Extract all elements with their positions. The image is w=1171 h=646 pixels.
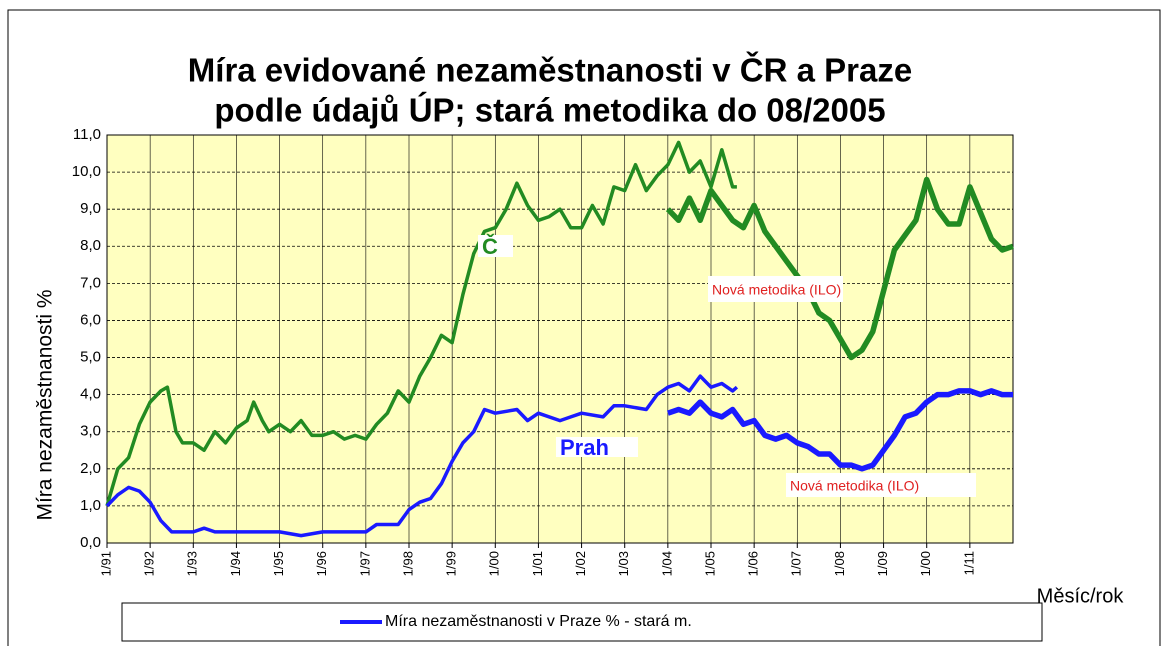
annotation-box — [478, 235, 513, 257]
chart-title: podle údajů ÚP; stará metodika do 08/200… — [214, 92, 885, 129]
y-tick-label: 2,0 — [80, 460, 101, 477]
series-line — [105, 140, 737, 507]
x-tick-label: 1/95 — [271, 551, 286, 576]
y-tick-label: 5,0 — [80, 349, 101, 366]
y-tick-label: 0,0 — [80, 534, 101, 551]
y-tick-label: 3,0 — [80, 423, 101, 440]
x-axis-label: Měsíc/rok — [1037, 585, 1125, 607]
annotation: Nová metodika (ILO) — [790, 478, 919, 494]
x-tick-label: 1/11 — [961, 551, 976, 575]
annotation-box — [708, 276, 843, 302]
y-tick-label: 1,0 — [80, 497, 101, 514]
y-tick-label: 7,0 — [80, 274, 101, 291]
x-tick-label: 1/94 — [228, 551, 243, 576]
y-tick-label: 10,0 — [72, 163, 101, 180]
x-tick-label: 1/91 — [98, 551, 113, 576]
x-tick-label: 1/00 — [487, 551, 502, 576]
y-axis-label: Míra nezaměstnanosti % — [34, 289, 57, 520]
y-tick-label: 9,0 — [80, 200, 101, 217]
y-tick-label: 6,0 — [80, 311, 101, 328]
series-line — [665, 176, 1014, 361]
x-tick-label: 1/09 — [875, 551, 890, 576]
y-tick-label: 8,0 — [80, 237, 101, 254]
series-line — [105, 374, 739, 538]
series-line — [667, 388, 1013, 472]
x-tick-label: 1/01 — [530, 551, 545, 576]
annotation: Nová metodika (ILO) — [712, 282, 841, 298]
x-tick-label: 1/96 — [314, 551, 329, 576]
x-tick-label: 1/03 — [616, 551, 631, 576]
x-tick-label: 1/08 — [832, 551, 847, 576]
legend-label: Míra nezaměstnanosti v Praze % - stará m… — [385, 613, 692, 630]
annotation: Č — [482, 234, 498, 259]
plot-border — [106, 134, 1014, 544]
frame — [7, 9, 1161, 646]
annotation-box — [556, 437, 638, 457]
y-tick-label: 4,0 — [80, 386, 101, 403]
legend — [121, 602, 1043, 642]
y-tick-label: 11,0 — [73, 126, 101, 143]
x-tick-label: 1/00 — [918, 551, 933, 576]
x-tick-label: 1/98 — [400, 551, 415, 576]
x-tick-label: 1/04 — [659, 551, 674, 576]
chart-title: Míra evidované nezaměstnanosti v ČR a Pr… — [188, 51, 912, 89]
annotation-box — [786, 473, 976, 497]
x-tick-label: 1/06 — [746, 551, 761, 576]
x-tick-label: 1/05 — [702, 551, 717, 576]
annotation: Prah — [560, 435, 609, 460]
x-tick-label: 1/07 — [789, 551, 804, 576]
x-tick-label: 1/99 — [444, 551, 459, 576]
x-tick-label: 1/93 — [185, 551, 200, 576]
x-tick-label: 1/92 — [142, 551, 157, 576]
x-tick-label: 1/02 — [573, 551, 588, 576]
x-tick-label: 1/97 — [357, 551, 372, 576]
